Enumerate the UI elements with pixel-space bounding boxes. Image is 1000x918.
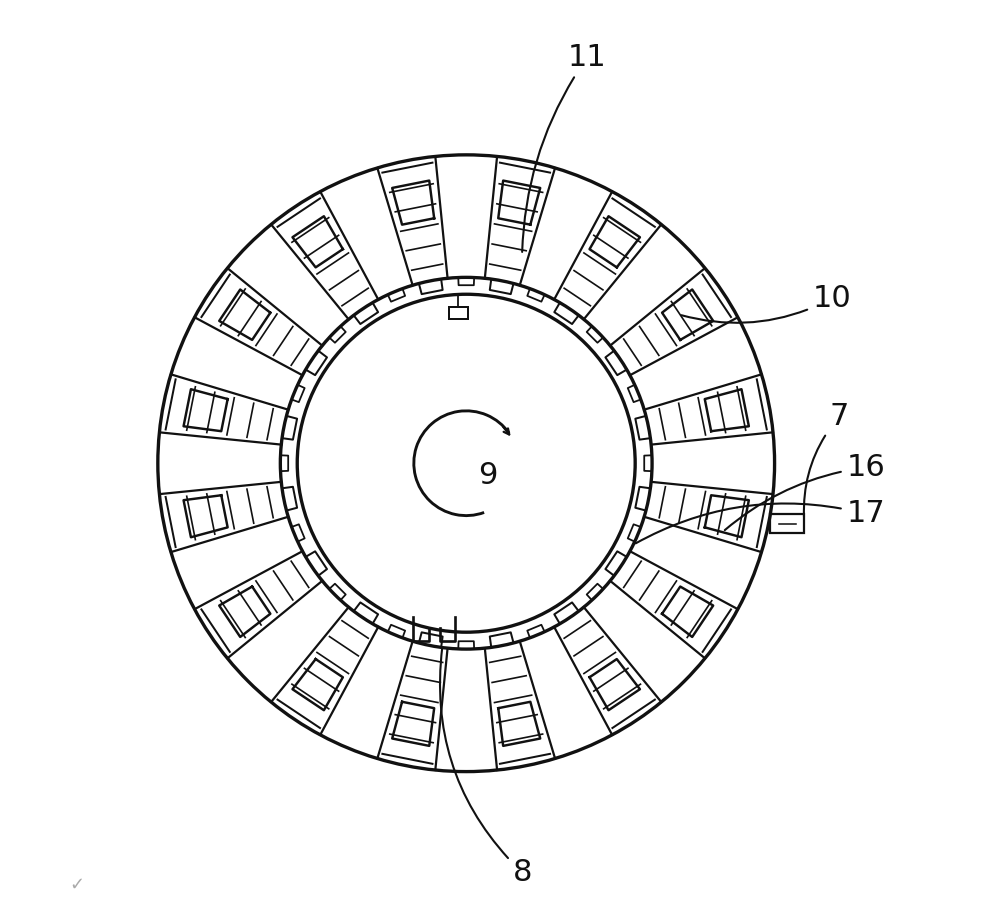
Text: ✓: ✓ [69, 876, 84, 894]
Text: 8: 8 [440, 648, 532, 888]
Text: 16: 16 [725, 453, 885, 530]
Text: 10: 10 [681, 284, 851, 323]
Bar [449, 307, 468, 319]
Bar [770, 514, 804, 533]
Text: 11: 11 [522, 43, 606, 252]
Text: 9: 9 [478, 462, 497, 490]
Text: 17: 17 [636, 499, 885, 543]
Text: 7: 7 [804, 402, 849, 517]
